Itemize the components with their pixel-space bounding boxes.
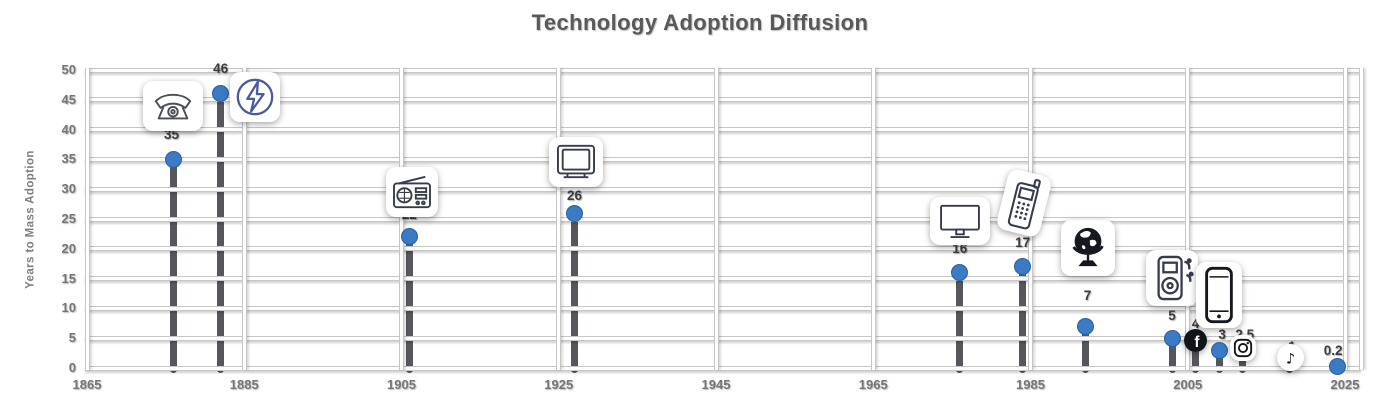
gridline-h bbox=[85, 305, 1361, 311]
gridline-h bbox=[85, 335, 1361, 341]
value-label: 3 bbox=[1218, 327, 1226, 343]
icon-card bbox=[1229, 335, 1256, 362]
y-tick-label: 45 bbox=[61, 91, 76, 107]
gridline-h bbox=[85, 246, 1361, 252]
value-label: 46 bbox=[213, 60, 229, 76]
gridline-h bbox=[85, 216, 1361, 222]
stem bbox=[1019, 266, 1027, 373]
gridline-h bbox=[85, 67, 1361, 73]
x-tick-label: 1865 bbox=[72, 377, 102, 392]
x-tick-label: 2005 bbox=[1173, 377, 1203, 392]
stem bbox=[169, 159, 177, 373]
icon-card bbox=[549, 137, 604, 188]
y-tick-label: 35 bbox=[61, 151, 76, 167]
stem bbox=[217, 93, 225, 373]
stem bbox=[956, 272, 964, 373]
gridline-v bbox=[1185, 68, 1191, 370]
x-tick-label: 1985 bbox=[1016, 377, 1045, 392]
x-tick-label: 2025 bbox=[1330, 377, 1360, 392]
gridline-h bbox=[85, 156, 1361, 162]
value-label: 35 bbox=[163, 127, 179, 143]
x-tick-label: 1965 bbox=[858, 377, 888, 392]
icon-card: f bbox=[1184, 328, 1208, 352]
smartphone-icon bbox=[1199, 265, 1239, 325]
computer-icon bbox=[938, 203, 982, 239]
x-tick-label: 1925 bbox=[544, 377, 574, 392]
gridline-v bbox=[870, 68, 876, 370]
stem bbox=[405, 236, 413, 373]
y-axis-title: Years to Mass Adoption bbox=[24, 150, 37, 289]
y-tick-label: 50 bbox=[61, 62, 76, 77]
gridline-h bbox=[85, 127, 1361, 133]
icon-card bbox=[1146, 250, 1199, 307]
stem bbox=[1082, 326, 1090, 373]
value-label: 0.2 bbox=[1323, 342, 1343, 358]
gridline-v bbox=[241, 68, 247, 370]
data-point-dot bbox=[400, 228, 418, 246]
y-tick-label: 5 bbox=[68, 330, 76, 346]
plot-right-border bbox=[1358, 68, 1364, 370]
data-point-dot bbox=[565, 204, 583, 222]
icon-card bbox=[1060, 220, 1115, 277]
x-tick-label: 1905 bbox=[387, 377, 416, 392]
icon-card bbox=[386, 166, 439, 217]
value-label: 7 bbox=[1083, 288, 1092, 304]
y-tick-label: 10 bbox=[61, 300, 76, 316]
svg-text:f: f bbox=[1194, 334, 1200, 351]
y-tick-label: 40 bbox=[61, 121, 76, 137]
facebook-icon: f bbox=[1184, 328, 1208, 352]
chart-title: Technology Adoption Diffusion bbox=[531, 10, 869, 35]
stem bbox=[570, 213, 578, 373]
y-tick-label: 0 bbox=[68, 360, 76, 375]
mobile-phone-icon bbox=[1003, 173, 1045, 233]
electricity-icon bbox=[234, 76, 276, 118]
mp3-player-icon bbox=[1150, 254, 1194, 302]
stem bbox=[1192, 344, 1200, 373]
radio-icon bbox=[391, 174, 433, 210]
gridline-v bbox=[84, 68, 90, 370]
data-point-dot bbox=[1163, 329, 1181, 347]
icon-card: ♪ bbox=[1277, 343, 1305, 371]
value-label: 26 bbox=[566, 188, 582, 204]
y-tick-label: 15 bbox=[61, 270, 76, 286]
icon-card bbox=[1196, 262, 1243, 329]
value-label: 4 bbox=[1191, 316, 1200, 332]
icon-card bbox=[994, 167, 1053, 239]
gridline-h bbox=[85, 97, 1361, 103]
gridline-h bbox=[85, 276, 1361, 282]
gridline-h bbox=[85, 365, 1361, 371]
value-label: 5 bbox=[1168, 308, 1176, 324]
data-point-dot bbox=[1328, 358, 1346, 376]
gridline-v bbox=[556, 68, 562, 370]
data-point-dot bbox=[164, 150, 182, 168]
stem bbox=[1168, 338, 1176, 373]
x-tick-label: 1885 bbox=[229, 377, 259, 392]
gridline-v bbox=[1342, 68, 1348, 370]
telephone-icon bbox=[152, 88, 194, 124]
data-point-dot bbox=[1077, 317, 1095, 335]
y-tick-label: 30 bbox=[61, 181, 76, 197]
data-point-dot bbox=[1014, 258, 1032, 276]
data-point-dot bbox=[951, 264, 969, 282]
icon-card bbox=[143, 81, 204, 132]
data-point-dot bbox=[1210, 341, 1228, 359]
gridline-v bbox=[399, 68, 404, 370]
value-label: 17 bbox=[1015, 234, 1031, 250]
data-point-dot bbox=[212, 85, 230, 103]
stem bbox=[1239, 353, 1247, 373]
television-icon bbox=[555, 143, 597, 181]
y-tick-label: 20 bbox=[61, 240, 76, 256]
icon-card bbox=[229, 71, 280, 122]
tiktok-icon: ♪ bbox=[1277, 344, 1304, 371]
y-tick-label: 25 bbox=[61, 211, 76, 226]
gridline-h bbox=[85, 186, 1361, 192]
x-tick-label: 1945 bbox=[701, 377, 731, 392]
instagram-icon bbox=[1233, 338, 1253, 358]
globe-icon bbox=[1066, 224, 1110, 272]
svg-text:♪: ♪ bbox=[1286, 351, 1295, 367]
icon-card bbox=[929, 196, 990, 245]
gridline-v bbox=[713, 68, 719, 370]
stem bbox=[1215, 350, 1223, 373]
